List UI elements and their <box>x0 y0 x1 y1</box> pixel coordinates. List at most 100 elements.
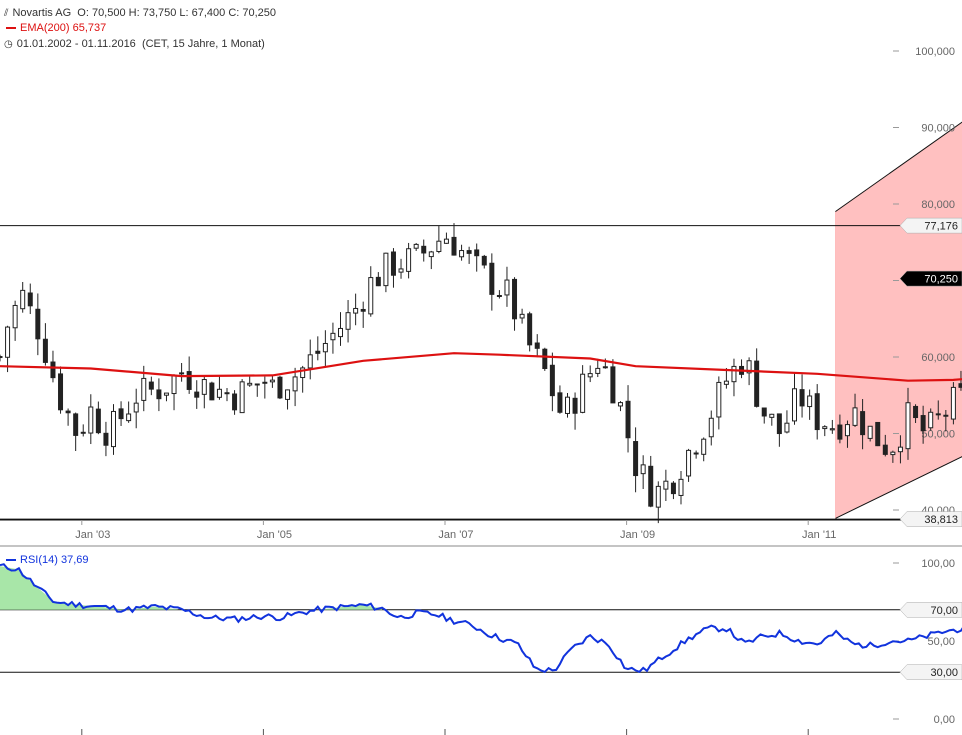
candle-body <box>254 383 260 386</box>
candle-body <box>186 371 192 390</box>
candle-body <box>867 425 873 439</box>
clock-icon: ◷ <box>4 39 13 50</box>
candle-body <box>519 313 525 319</box>
candle-body <box>481 255 487 266</box>
candle-body <box>595 367 601 374</box>
ema-label: EMA(200) <box>20 22 70 34</box>
candle-body <box>496 295 502 298</box>
candle-body <box>27 292 33 307</box>
candle-body <box>602 366 608 369</box>
candle-body <box>860 411 866 436</box>
rsi-label: RSI(14) <box>20 554 58 566</box>
candle-body <box>512 278 518 320</box>
rsi-value: 37,69 <box>60 554 89 566</box>
candle-body <box>224 392 230 395</box>
price-ytick-label-50: 50,000 <box>921 429 955 441</box>
candle-body <box>413 243 419 249</box>
candle-body <box>935 413 941 416</box>
candle-body <box>890 451 896 456</box>
rsi-ytick-label-100: 100,00 <box>921 558 955 570</box>
candle-body <box>338 327 343 338</box>
candle-body <box>754 360 760 407</box>
candle-body <box>920 415 926 432</box>
candle-body <box>330 332 336 341</box>
candle-body <box>723 380 729 385</box>
candle-body <box>459 250 465 258</box>
candle-body <box>701 438 707 455</box>
channel-upper-line <box>835 121 962 213</box>
candle-body <box>262 381 268 384</box>
candle-body <box>179 372 185 375</box>
candle-body <box>451 236 457 256</box>
candle-body <box>746 360 752 374</box>
candle-body <box>141 377 147 401</box>
trend-channel-fill <box>835 122 962 519</box>
candle-body <box>504 279 510 296</box>
candle-body <box>928 411 934 429</box>
candle-body <box>368 277 374 315</box>
candle-body <box>534 342 540 349</box>
candle-body <box>950 386 956 420</box>
candle-body <box>35 308 41 340</box>
candle-body <box>814 393 820 431</box>
rsi-ytick-label-50: 50,00 <box>927 636 955 648</box>
candle-body <box>875 421 881 447</box>
candle-body <box>322 342 328 353</box>
candle-body <box>277 376 283 399</box>
candle-body <box>769 413 775 418</box>
candle-body <box>655 485 661 508</box>
candle-body <box>648 465 654 507</box>
candle-body <box>0 356 3 359</box>
candle-body <box>307 354 313 369</box>
candle-body <box>527 313 533 346</box>
candle-body <box>958 383 962 388</box>
legend-rsi: RSI(14) 37,69 <box>4 553 89 567</box>
candle-body <box>549 364 555 397</box>
tag-last-price-label: 70,250 <box>924 274 958 286</box>
candle-body <box>572 397 578 414</box>
xtick-label-2007: Jan '07 <box>438 529 473 541</box>
candle-body <box>126 413 132 422</box>
candle-body <box>103 432 109 446</box>
rsi-level-tag-70 <box>899 602 962 618</box>
candle-body <box>436 240 442 252</box>
candle-body <box>716 381 722 418</box>
rsi-level-tag-30 <box>899 664 962 680</box>
candle-body <box>65 410 71 414</box>
candle-body <box>663 480 669 490</box>
candle-body <box>587 373 593 378</box>
candle-body <box>58 373 64 411</box>
candle-body <box>565 396 570 414</box>
candle-body <box>360 308 366 312</box>
instrument-name: Novartis AG <box>12 7 72 19</box>
rsi-level-tag-label-70: 70,00 <box>930 605 958 617</box>
candle-body <box>300 367 306 379</box>
candle-body <box>345 312 351 330</box>
rsi-line <box>0 563 962 674</box>
rsi-level-tag-label-30: 30,00 <box>930 667 958 679</box>
candle-body <box>194 391 200 398</box>
candle-body <box>829 428 835 431</box>
price-ytick-label-60: 60,000 <box>921 352 955 364</box>
candle-body <box>88 406 94 434</box>
legend-period: ◷ 01.01.2002 - 01.11.2016 (CET, 15 Jahre,… <box>4 37 265 52</box>
candle-body <box>353 307 359 314</box>
price-ytick-label-80: 80,000 <box>921 199 955 211</box>
candle-body <box>913 405 919 419</box>
candle-body <box>882 444 888 455</box>
candle-body <box>73 413 79 436</box>
candle-body <box>12 304 18 329</box>
candle-body <box>118 408 124 420</box>
candle-body <box>708 417 714 438</box>
candle-body <box>731 365 737 383</box>
candle-body <box>761 407 767 417</box>
candle-body <box>209 382 215 401</box>
candle-body <box>42 338 48 363</box>
candle-body <box>617 402 623 407</box>
tag-level-high-label: 77,176 <box>924 221 958 233</box>
period-range: 01.01.2002 - 01.11.2016 <box>16 38 136 50</box>
candle-body <box>406 248 412 272</box>
xtick-label-2011: Jan '11 <box>802 529 836 541</box>
candle-body <box>776 413 782 435</box>
